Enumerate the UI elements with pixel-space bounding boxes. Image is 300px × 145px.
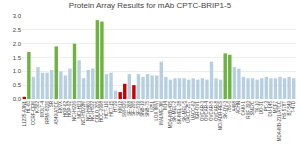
svg-text:L1235-A3N1: L1235-A3N1 [22,100,27,126]
svg-text:LOX IMVI: LOX IMVI [154,101,159,121]
svg-text:NCI/ADR-RES: NCI/ADR-RES [218,101,223,130]
svg-text:RPMI-8226: RPMI-8226 [45,100,50,123]
svg-text:HS 578T: HS 578T [282,101,287,119]
svg-text:HT29: HT29 [113,100,118,112]
svg-text:0.0: 0.0 [13,96,22,102]
svg-text:K-562: K-562 [35,100,40,113]
svg-text:SK-MEL-28: SK-MEL-28 [177,100,182,124]
svg-text:HOP-92: HOP-92 [67,100,72,117]
svg-text:SK-MEL-5: SK-MEL-5 [182,100,187,121]
svg-text:BT-549: BT-549 [287,100,292,115]
svg-text:MDA-MB-435: MDA-MB-435 [168,100,173,128]
svg-text:PC-3: PC-3 [264,100,269,111]
svg-text:SK-MEL-2: SK-MEL-2 [172,100,177,121]
svg-text:RXF 393: RXF 393 [246,100,251,118]
svg-text:OVCAR-4: OVCAR-4 [204,100,209,121]
svg-text:1.0: 1.0 [13,68,22,74]
svg-text:UO-31: UO-31 [259,100,264,114]
svg-text:MALME-3M: MALME-3M [159,101,164,125]
svg-text:HL-60: HL-60 [26,100,31,113]
svg-text:NCI-H522: NCI-H522 [90,100,95,121]
svg-text:UACC-257: UACC-257 [186,100,191,122]
svg-text:EKVX: EKVX [58,101,63,113]
svg-text:HCT-15: HCT-15 [109,100,114,116]
svg-text:SK-OV-3: SK-OV-3 [223,100,228,118]
svg-text:MOLT-4: MOLT-4 [40,100,45,116]
svg-text:A498: A498 [232,100,237,111]
svg-text:CCRF-CEM: CCRF-CEM [31,101,36,125]
svg-text:NCI-H23: NCI-H23 [77,100,82,118]
svg-text:3.0: 3.0 [13,13,22,19]
svg-text:U251: U251 [150,100,155,111]
svg-text:NCI-H460: NCI-H460 [86,100,91,121]
svg-text:DU-145: DU-145 [268,100,273,116]
svg-text:HOP-62: HOP-62 [63,100,68,117]
svg-text:SF-268: SF-268 [127,100,132,115]
svg-text:Protein Array Results for mAb: Protein Array Results for mAb CPTC-BRIP1… [69,1,232,10]
svg-text:M14: M14 [163,100,168,109]
svg-text:SF-295: SF-295 [131,100,136,115]
svg-text:SNB-75: SNB-75 [145,100,150,116]
svg-text:CAKI-1: CAKI-1 [241,100,246,115]
svg-text:OVCAR-5: OVCAR-5 [209,100,214,121]
svg-text:1.5: 1.5 [13,55,22,61]
svg-text:NCI-H226: NCI-H226 [72,100,77,121]
svg-text:NCI-H322M: NCI-H322M [81,101,86,125]
svg-text:COLO 205: COLO 205 [95,100,100,122]
svg-text:SF-539: SF-539 [136,100,141,115]
svg-text:2.5: 2.5 [13,27,22,33]
svg-text:ACHN: ACHN [236,101,241,114]
svg-text:SR: SR [49,100,54,107]
svg-text:SN12C: SN12C [250,100,255,115]
svg-text:MDA-MB-231/ATCC: MDA-MB-231/ATCC [277,100,282,141]
svg-text:HCT-116: HCT-116 [104,100,109,118]
svg-text:OVCAR-3: OVCAR-3 [200,100,205,121]
svg-text:786-0: 786-0 [227,100,232,112]
svg-text:MCF7: MCF7 [273,100,278,113]
svg-text:HCC-2998: HCC-2998 [99,100,104,122]
svg-text:KM12: KM12 [118,100,123,112]
svg-text:A549/ATCC: A549/ATCC [54,100,59,124]
svg-text:OVCAR-8: OVCAR-8 [214,100,219,121]
svg-text:T-47D: T-47D [291,100,296,113]
svg-text:SW-620: SW-620 [122,100,127,117]
svg-text:UACC-62: UACC-62 [191,100,196,120]
svg-text:SNB-19: SNB-19 [140,100,145,116]
svg-text:TK-10: TK-10 [255,100,260,113]
svg-text:2.0: 2.0 [13,41,22,47]
svg-text:0.5: 0.5 [13,82,22,88]
svg-text:IGR-OV1: IGR-OV1 [195,100,200,119]
